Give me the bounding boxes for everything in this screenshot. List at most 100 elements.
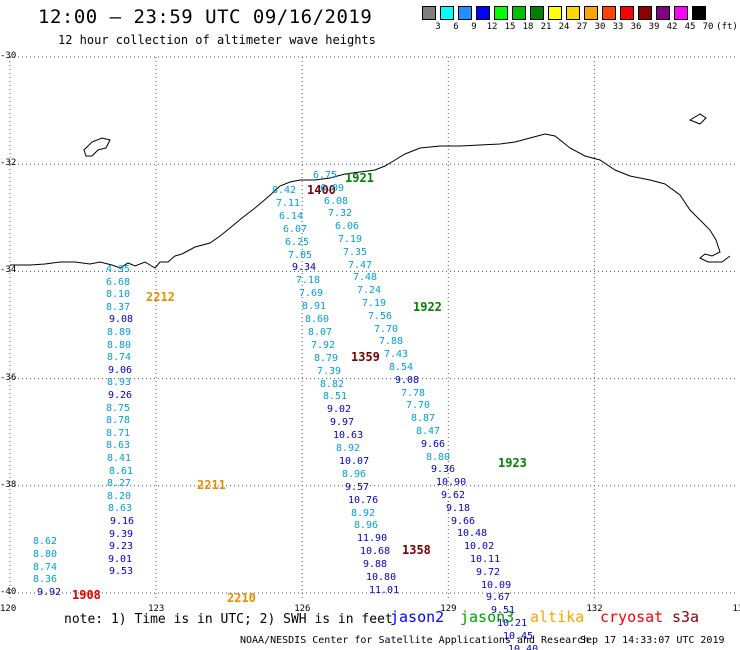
- wave-height-value: 8.80: [107, 339, 132, 351]
- wave-height-value: 9.57: [345, 481, 370, 493]
- graticule: [9, 56, 735, 600]
- wave-height-value: 10.45: [503, 630, 534, 642]
- wave-height-value: 7.88: [379, 336, 404, 348]
- wave-height-value: 7.92: [311, 339, 336, 351]
- color-swatch: [638, 6, 652, 20]
- wave-height-value: 7.70: [374, 323, 399, 335]
- wave-height-value: 8.54: [389, 362, 414, 373]
- color-swatch: [566, 6, 580, 20]
- latitude-label: -34: [0, 265, 17, 276]
- island-outline: [83, 137, 111, 157]
- color-scale-tick: 9: [471, 22, 477, 32]
- wave-height-value: 9.23: [109, 541, 134, 553]
- latitude-label: -32: [0, 158, 17, 169]
- wave-height-value: 8.80: [426, 451, 451, 463]
- wave-height-value: 7.11: [276, 197, 301, 209]
- color-swatch: [476, 6, 490, 20]
- wave-height-value: 8.37: [106, 301, 131, 313]
- color-scale-tick: 15: [504, 22, 516, 32]
- color-scale-tick: 36: [630, 22, 642, 32]
- color-scale-tick: 30: [594, 22, 606, 32]
- wave-height-value: 8.75: [106, 402, 131, 414]
- wave-height-value: 9.26: [108, 390, 133, 401]
- wave-height-value: 8.20: [107, 490, 132, 502]
- legend-item-altika: altika: [530, 608, 585, 626]
- island-outline: [688, 113, 707, 125]
- credit-line: NOAA/NESDIS Center for Satellite Applica…: [240, 635, 590, 646]
- color-scale-tick: 12: [486, 22, 498, 32]
- wave-height-value: 8.41: [107, 453, 132, 464]
- wave-height-value: 11.90: [357, 533, 388, 545]
- color-swatch: [620, 6, 634, 20]
- wave-height-value: 6.68: [106, 276, 131, 288]
- latitude-label: -30: [0, 51, 17, 61]
- wave-height-value: 8.82: [320, 378, 345, 390]
- wave-height-value: 6.75: [313, 170, 338, 181]
- wave-height-value: 8.78: [106, 415, 131, 427]
- color-scale-tick: 18: [522, 22, 534, 32]
- wave-height-value: 10.11: [470, 554, 501, 565]
- wave-height-value: 9.39: [109, 528, 134, 540]
- page-title: 12:00 – 23:59 UTC 09/16/2019: [38, 6, 373, 28]
- color-scale-tick: 42: [666, 22, 678, 32]
- pass-time-label: 1921: [345, 171, 374, 185]
- color-scale-tick: 27: [576, 22, 588, 32]
- wave-height-value: 9.66: [421, 438, 446, 450]
- longitude-label: 132: [586, 604, 603, 614]
- longitude-label: 126: [294, 604, 311, 614]
- wave-height-value: 7.78: [401, 387, 426, 399]
- wave-height-value: 8.60: [305, 314, 330, 325]
- wave-height-value: 8.10: [106, 289, 131, 301]
- wave-height-value: 10.90: [436, 477, 467, 489]
- footnote: note: 1) Time is in UTC; 2) SWH is in fe…: [64, 612, 393, 627]
- color-swatch: [422, 6, 436, 20]
- page-subtitle: 12 hour collection of altimeter wave hei…: [58, 33, 376, 47]
- longitude-label: 120: [0, 604, 17, 614]
- wave-height-value: 9.53: [109, 566, 134, 578]
- color-swatch: [602, 6, 616, 20]
- wave-height-value: 8.63: [108, 503, 133, 515]
- wave-height-value: 8.74: [33, 561, 58, 573]
- wave-height-value: 8.51: [323, 391, 348, 403]
- wave-height-value: 6.07: [283, 223, 308, 235]
- wave-height-value: 9.51: [491, 605, 516, 617]
- latitude-label: -38: [0, 479, 17, 490]
- latitude-label: -36: [0, 372, 17, 383]
- wave-height-value: 8.91: [302, 301, 327, 313]
- wave-height-value: 8.96: [342, 468, 367, 480]
- wave-height-value: 7.48: [353, 272, 378, 284]
- legend-item-cryosat: cryosat: [600, 608, 664, 626]
- wave-height-value: 7.05: [288, 249, 313, 261]
- wave-height-value: 9.92: [37, 587, 62, 599]
- wave-height-value: 8.07: [308, 326, 333, 338]
- wave-height-value: 8.27: [107, 478, 132, 490]
- wave-height-value: 10.02: [464, 541, 495, 553]
- wave-height-value: 10.21: [497, 618, 528, 629]
- wave-height-value: 8.47: [416, 426, 441, 437]
- color-swatch: [674, 6, 688, 20]
- wave-height-value: 8.71: [106, 427, 131, 439]
- color-swatch: [494, 6, 508, 20]
- wave-height-value: 8.74: [107, 352, 132, 364]
- longitude-label: 123: [148, 604, 165, 614]
- time-label-2211: 2211: [197, 478, 226, 492]
- wave-height-value: 10.80: [366, 572, 397, 583]
- wave-height-value: 7.35: [343, 246, 368, 258]
- color-scale-tick: 6: [453, 22, 459, 32]
- wave-height-value: 4.95: [106, 264, 131, 275]
- wave-height-value: 9.66: [451, 515, 476, 527]
- wave-height-value: 6.25: [285, 236, 310, 248]
- wave-height-value: 7.39: [317, 365, 342, 377]
- color-scale-tick: 33: [612, 22, 624, 32]
- color-scale-tick: 45: [684, 22, 696, 32]
- wave-height-value: 9.08: [109, 314, 134, 326]
- wave-height-value: 10.76: [348, 494, 379, 506]
- wave-height-value: 10.09: [481, 579, 512, 591]
- wave-height-value: 8.96: [354, 520, 379, 532]
- color-swatch: [512, 6, 526, 20]
- wave-height-value: 8.92: [336, 443, 361, 454]
- time-label-1358: 1358: [402, 543, 431, 557]
- wave-height-value: 8.62: [33, 536, 58, 547]
- wave-height-value: 10.48: [457, 528, 488, 540]
